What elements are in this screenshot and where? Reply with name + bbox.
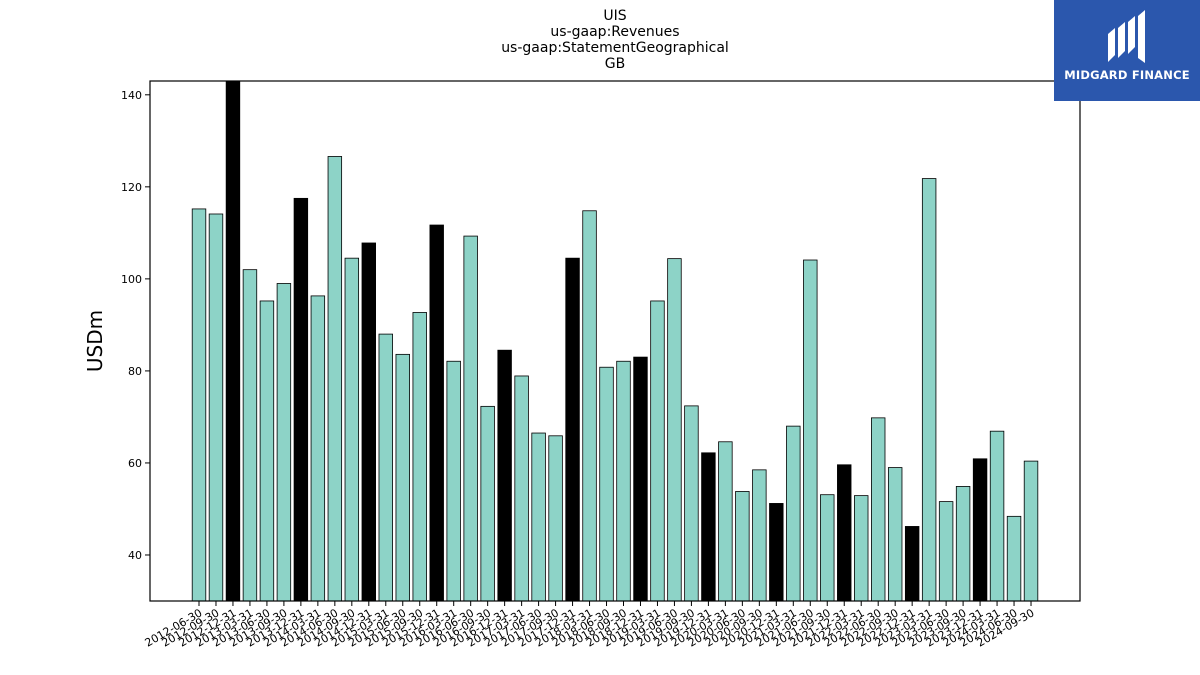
bar-2015-03-31 (378, 333, 393, 602)
y-axis: 40 60 80 100 120 140 (121, 89, 150, 562)
bar-2024-06-30 (1006, 515, 1022, 602)
bar-2014-06-30 (327, 156, 343, 602)
bar-2021-09-30 (820, 494, 835, 602)
title-line-concept: us-gaap:Revenues (550, 24, 679, 40)
bar-2019-12-31 (701, 452, 716, 602)
midgard-logo-icon (1108, 10, 1145, 63)
bar-2016-03-31 (446, 360, 461, 602)
bar-2021-12-31 (837, 464, 852, 602)
bar-2015-12-31 (429, 224, 444, 602)
y-axis-label: USDm (83, 310, 107, 372)
bar-2018-03-31 (582, 210, 597, 602)
y-tick-label: 40 (128, 549, 142, 562)
bar-2020-06-30 (735, 491, 750, 602)
bar-2024-09-30 (1023, 460, 1039, 602)
bar-2019-06-30 (667, 258, 682, 602)
bar-2020-12-31 (769, 503, 784, 602)
bar-2019-03-31 (650, 300, 665, 602)
bar-2012-09-30 (208, 213, 224, 602)
bar-2023-06-30 (938, 501, 954, 602)
bar-2018-06-30 (599, 366, 614, 602)
bar-2014-12-31 (361, 242, 377, 602)
y-tick-label: 120 (121, 181, 142, 194)
bar-2013-03-31 (242, 269, 258, 602)
bar-2022-12-31 (904, 526, 920, 602)
bar-2021-03-31 (786, 425, 801, 602)
bar-2020-03-31 (718, 441, 733, 602)
bar-2012-06-30 (191, 208, 207, 602)
bar-2013-12-31 (293, 197, 309, 602)
logo-text: MIDGARD FINANCE (1064, 68, 1190, 82)
chart-title: UIS us-gaap:Revenues us-gaap:StatementGe… (501, 8, 729, 72)
y-tick-label: 140 (121, 89, 142, 102)
bar-2016-09-30 (480, 405, 495, 602)
bar-2024-03-31 (989, 430, 1005, 602)
title-line-member: GB (605, 56, 625, 72)
x-axis: 2012-06-302012-09-302012-12-312013-03-31… (143, 601, 1037, 650)
bar-2019-09-30 (684, 405, 699, 602)
bar-2013-06-30 (259, 300, 275, 602)
bar-2017-12-31 (565, 257, 580, 602)
bar-2023-03-31 (921, 178, 937, 602)
title-line-company: UIS (603, 8, 626, 24)
title-line-axis: us-gaap:StatementGeographical (501, 40, 729, 56)
y-tick-label: 100 (121, 273, 142, 286)
plot-frame (149, 80, 1081, 602)
y-tick-label: 60 (128, 457, 142, 470)
midgard-finance-logo: MIDGARD FINANCE (1054, 0, 1200, 101)
bars-group (191, 80, 1039, 602)
bar-2023-09-30 (955, 486, 971, 602)
bar-2018-09-30 (616, 360, 631, 602)
bar-2022-06-30 (871, 417, 886, 602)
bar-2017-03-31 (514, 375, 529, 602)
bar-2017-09-30 (548, 435, 563, 602)
bar-2018-12-31 (633, 356, 648, 602)
bar-2023-12-31 (972, 458, 988, 602)
y-tick-label: 80 (128, 365, 142, 378)
bar-2013-09-30 (276, 283, 292, 602)
bar-2022-03-31 (854, 495, 869, 602)
bar-2020-09-30 (752, 469, 767, 602)
bar-2012-12-31 (225, 80, 241, 602)
bar-2016-12-31 (497, 349, 512, 602)
bar-2016-06-30 (463, 235, 478, 602)
bar-2015-09-30 (412, 312, 427, 602)
bar-2014-03-31 (310, 295, 326, 602)
bar-2021-06-30 (803, 259, 818, 602)
bar-2017-06-30 (531, 432, 546, 602)
bar-2022-09-30 (887, 467, 903, 602)
bar-2014-09-30 (344, 257, 360, 602)
bar-2015-06-30 (395, 353, 410, 602)
